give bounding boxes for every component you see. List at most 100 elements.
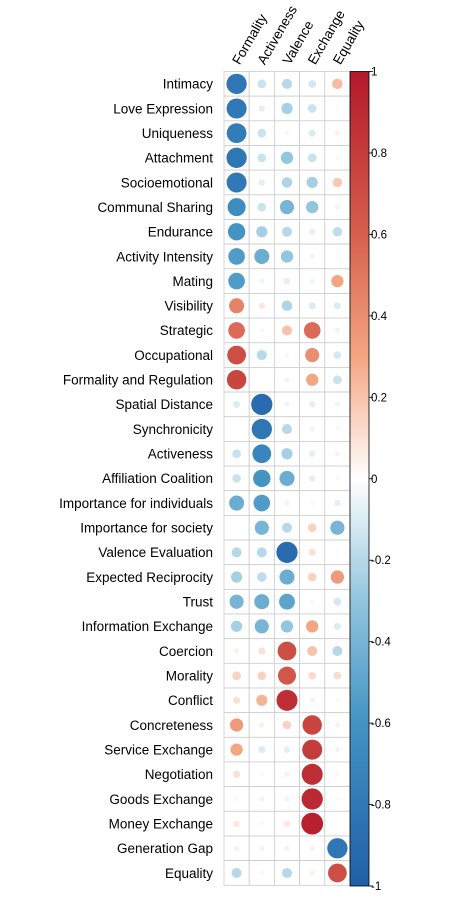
grid-cell xyxy=(299,860,326,886)
color-legend-tick-label: 0.2 xyxy=(371,392,387,404)
correlation-circle xyxy=(307,572,317,582)
correlation-circle xyxy=(284,401,290,407)
correlation-circle xyxy=(280,620,294,633)
correlation-circle xyxy=(334,722,340,728)
correlation-circle xyxy=(308,302,316,310)
correlation-circle xyxy=(333,622,341,630)
correlation-circle xyxy=(309,475,316,482)
correlation-circle xyxy=(335,772,340,777)
correlation-circle xyxy=(228,248,245,265)
grid-cell xyxy=(248,169,275,196)
correlation-circle xyxy=(229,718,244,732)
correlation-circle xyxy=(284,500,290,506)
correlation-circle xyxy=(328,863,347,883)
correlation-circle xyxy=(259,870,264,876)
correlation-circle xyxy=(229,495,245,511)
correlation-circle xyxy=(258,179,265,186)
correlation-circle xyxy=(281,102,293,115)
correlation-circle xyxy=(254,248,270,264)
correlation-circle xyxy=(333,597,342,606)
row-label: Formality and Regulation xyxy=(63,373,213,388)
row-label: Equality xyxy=(165,866,213,881)
correlation-circle xyxy=(333,375,342,385)
correlation-circle xyxy=(303,322,321,339)
correlation-circle xyxy=(306,373,319,386)
row-label: Information Exchange xyxy=(82,619,213,634)
correlation-circle xyxy=(282,720,292,730)
column-labels: FormalityActivenessValenceExchangeEquali… xyxy=(229,3,367,67)
correlation-circle xyxy=(258,105,265,112)
correlation-circle xyxy=(254,619,269,634)
correlation-circle xyxy=(259,278,265,284)
correlation-circle xyxy=(256,226,268,238)
correlation-circle xyxy=(276,541,298,563)
row-label: Morality xyxy=(166,668,214,683)
correlation-circle xyxy=(302,739,323,760)
color-legend-tick-label: -0.8 xyxy=(371,800,391,812)
correlation-circle xyxy=(281,867,293,878)
row-label: Generation Gap xyxy=(117,841,213,856)
correlation-circle xyxy=(284,377,290,383)
correlation-circle xyxy=(252,444,272,464)
correlation-circle xyxy=(327,838,348,859)
correlation-circle xyxy=(258,302,265,309)
color-legend: 1 0.8 0.6 0.4 0.2 0 -0.2 -0.4 -0.6 -0.8 -1 xyxy=(349,67,391,893)
correlation-circle xyxy=(308,671,317,680)
correlation-circle xyxy=(259,772,264,777)
correlation-circle xyxy=(257,79,267,89)
correlation-circle xyxy=(232,449,241,459)
correlation-circle xyxy=(229,594,244,609)
correlation-circle xyxy=(231,547,242,558)
row-label: Visibility xyxy=(164,299,213,314)
correlation-circle xyxy=(259,722,265,728)
row-label: Concreteness xyxy=(130,718,214,733)
grid-cell xyxy=(273,860,300,886)
correlation-circle xyxy=(335,155,340,161)
correlation-circle xyxy=(284,845,290,851)
correlation-circle xyxy=(229,298,245,314)
correlation-circle xyxy=(251,418,272,440)
correlation-circle xyxy=(258,647,266,655)
correlation-circle xyxy=(226,98,247,119)
correlation-circle xyxy=(284,352,290,358)
correlation-circle xyxy=(333,302,341,310)
correlation-circle xyxy=(233,696,241,704)
correlation-circle xyxy=(284,771,290,777)
row-label: Importance for individuals xyxy=(59,496,213,511)
correlation-circle xyxy=(330,570,345,584)
correlation-circle xyxy=(309,253,315,259)
correlation-circle xyxy=(257,128,267,138)
correlation-circle xyxy=(309,426,315,432)
correlation-circle xyxy=(226,123,247,144)
correlation-circle xyxy=(307,153,317,163)
row-label: Money Exchange xyxy=(109,816,213,831)
correlation-circle xyxy=(226,172,247,193)
row-label: Trust xyxy=(183,594,213,609)
color-legend-bar xyxy=(349,71,370,887)
correlation-circle xyxy=(284,130,290,136)
correlation-circle xyxy=(334,327,340,333)
row-label: Expected Reciprocity xyxy=(86,570,213,585)
correlation-circle xyxy=(334,204,340,210)
correlation-circle xyxy=(276,689,298,711)
row-label: Activity Intensity xyxy=(116,249,213,264)
correlation-circle xyxy=(228,272,245,290)
correlation-circle xyxy=(234,426,239,432)
row-label: Communal Sharing xyxy=(97,200,213,215)
correlation-circle xyxy=(232,474,241,483)
row-label: Importance for society xyxy=(80,521,213,536)
color-legend-tick-label: 0 xyxy=(371,474,377,486)
correlation-circle xyxy=(227,345,246,365)
correlation-circle xyxy=(333,351,342,359)
correlation-circle xyxy=(281,522,293,533)
correlation-circle xyxy=(309,450,316,457)
row-label: Coercion xyxy=(159,644,213,659)
correlation-circle xyxy=(330,520,345,535)
correlation-circle xyxy=(335,254,340,259)
correlation-circle xyxy=(231,867,242,878)
correlation-circle xyxy=(226,370,247,390)
correlation-cells xyxy=(223,71,351,886)
correlation-circle xyxy=(234,845,240,851)
correlation-circle xyxy=(279,470,295,486)
correlation-circle xyxy=(307,523,317,533)
